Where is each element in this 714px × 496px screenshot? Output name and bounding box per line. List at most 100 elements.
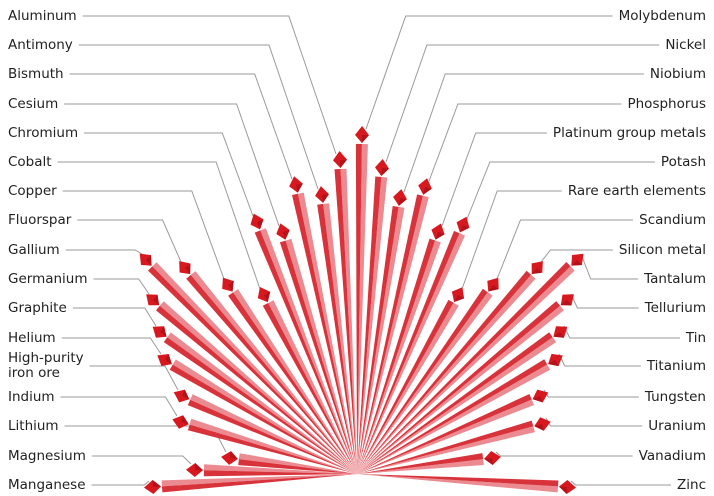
spike-face-dark xyxy=(357,230,460,474)
leader-line xyxy=(428,103,622,182)
leader-line xyxy=(540,249,613,263)
spike-tip xyxy=(144,480,161,494)
spike-face-dark xyxy=(357,238,436,474)
mineral-name: Phosphorus xyxy=(627,95,706,112)
leader-line xyxy=(57,161,261,290)
leader-line xyxy=(78,44,319,190)
spike-tip-shade xyxy=(296,183,303,193)
spike-face-light xyxy=(152,262,357,474)
mineral-label: Cesium xyxy=(8,96,58,112)
spike-face-dark xyxy=(334,169,357,474)
spike-tip-shade xyxy=(534,424,544,431)
mineral-label: Platinum group metals xyxy=(553,125,706,141)
mineral-name: Silicon metal xyxy=(618,241,706,258)
spike-face-light xyxy=(285,238,357,474)
mineral-label: Silicon metal xyxy=(618,241,706,258)
leader-line xyxy=(91,455,192,465)
spike-face-light xyxy=(268,300,357,474)
spike-tip-shade xyxy=(531,268,543,274)
leader-line xyxy=(62,190,225,280)
mineral-label: Magnesium xyxy=(8,447,86,464)
spike-tip-shade xyxy=(152,480,161,487)
leader-line xyxy=(365,15,613,130)
leader-line xyxy=(403,73,644,193)
spike-face-light xyxy=(357,305,564,474)
mineral-label: Cobalt xyxy=(8,154,52,170)
spike-face-light xyxy=(357,426,535,474)
mineral-label: Antimony xyxy=(8,37,73,53)
spike-face-dark xyxy=(163,337,357,474)
mineral-name: Potash xyxy=(660,153,706,170)
spike-tip-shade xyxy=(559,486,567,494)
spike-face-light xyxy=(297,192,357,474)
spike-tip-shade xyxy=(560,300,572,306)
spike-tip-shade xyxy=(182,389,190,400)
mineral-label: Germanium xyxy=(8,270,88,287)
spike-face-dark xyxy=(187,399,357,474)
spike-face-dark xyxy=(355,143,362,474)
spike-face-light xyxy=(238,453,357,474)
spike-face-dark xyxy=(357,453,484,474)
mineral-label: Bismuth xyxy=(8,65,64,82)
spike-tip-shade xyxy=(381,168,389,176)
mineral-label: Tellurium xyxy=(644,299,706,316)
mineral-name: Helium xyxy=(8,329,56,346)
spike-face-light xyxy=(190,394,357,474)
leader-line xyxy=(563,325,680,339)
leader-line xyxy=(61,337,162,355)
spike-face-light xyxy=(357,274,536,474)
mineral-name: Bismuth xyxy=(8,65,64,82)
spike-tip-shade xyxy=(454,295,465,302)
spike-tip-shade xyxy=(423,187,432,195)
leader-line xyxy=(77,219,182,263)
spike-face-dark xyxy=(292,193,357,475)
spike-face-light xyxy=(323,203,357,474)
mineral-label: Copper xyxy=(8,182,57,199)
mineral-label: Chromium xyxy=(8,124,79,141)
mineral-name: Chromium xyxy=(8,124,79,141)
spike-face-light xyxy=(190,271,357,474)
mineral-name: Fluorspar xyxy=(8,211,72,228)
mineral-name: Indium xyxy=(8,388,55,405)
mineral-label: Tantalum xyxy=(644,271,706,287)
mineral-name: Aluminum xyxy=(8,7,77,24)
spike-tip-shade xyxy=(435,232,445,240)
spike-face-dark xyxy=(357,394,532,474)
spike-face-dark xyxy=(357,262,571,474)
spike-face-dark xyxy=(357,474,559,487)
mineral-label: Aluminum xyxy=(8,7,77,24)
spike-tip-shade xyxy=(195,463,203,471)
spike-tip-shade xyxy=(264,291,271,303)
mineral-name: Magnesium xyxy=(8,447,86,464)
mineral-label: Zinc xyxy=(677,477,706,493)
mineral-name: Tungsten xyxy=(644,388,706,405)
spike-face-dark xyxy=(254,230,357,474)
mineral-name: Scandium xyxy=(639,211,706,228)
mineral-label: High-purity iron ore xyxy=(8,351,104,381)
mineral-name: Tellurium xyxy=(644,299,706,316)
mineral-name: Niobium xyxy=(649,65,706,82)
mineral-label: Gallium xyxy=(8,242,60,258)
mineral-label: Lithium xyxy=(8,418,59,434)
spike-tip-shade xyxy=(257,219,264,230)
spike-face-dark xyxy=(357,359,548,474)
spike-face-dark xyxy=(162,474,357,493)
mineral-name: Copper xyxy=(8,182,57,199)
spike-tip-shade xyxy=(185,263,191,275)
leader-line xyxy=(84,132,254,217)
mineral-label: Scandium xyxy=(639,211,706,228)
spike-face-light xyxy=(161,474,357,487)
mineral-name: Nickel xyxy=(665,36,706,53)
spike-face-light xyxy=(204,464,357,474)
spike-face-dark xyxy=(317,203,357,474)
spike-face-light xyxy=(357,337,557,474)
spike-face-dark xyxy=(238,459,357,474)
spike-face-light xyxy=(357,195,429,475)
spike-face-dark xyxy=(187,424,357,474)
spike-face-light xyxy=(340,168,357,474)
spike-face-dark xyxy=(203,470,357,477)
mineral-name: Germanium xyxy=(8,270,88,287)
spike-face-light xyxy=(189,418,357,474)
mineral-name: High-purity iron ore xyxy=(8,350,84,381)
spike-face-light xyxy=(357,144,368,474)
